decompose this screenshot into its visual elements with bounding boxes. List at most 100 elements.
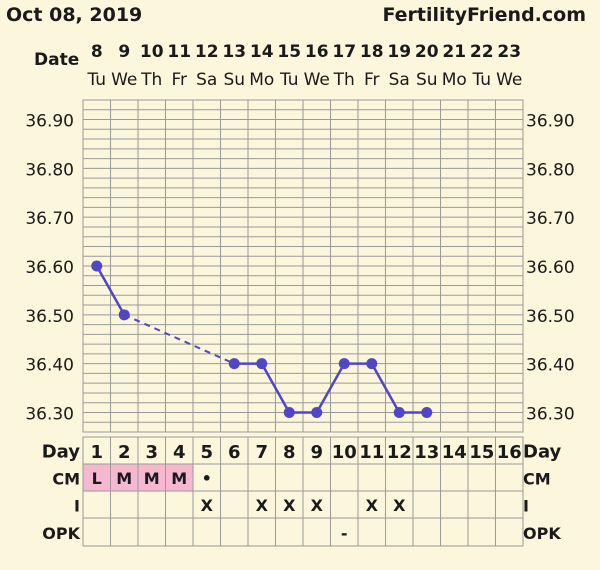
- y-tick-label-left: 36.80: [25, 160, 74, 180]
- temperature-dashed-segment: [123, 313, 235, 365]
- temperature-point: [118, 309, 130, 321]
- cm-highlight-cell: [110, 464, 138, 491]
- date-label: 9: [118, 42, 130, 62]
- temperature-segment: [260, 363, 291, 414]
- cm-row-label-left: CM: [52, 470, 80, 489]
- cycle-day: 6: [228, 442, 241, 463]
- weekday-label: Mo: [442, 70, 467, 90]
- temperature-point: [311, 406, 323, 418]
- y-tick-label-right: 36.30: [526, 404, 575, 424]
- cycle-day: 8: [283, 442, 296, 463]
- y-tick-label-left: 36.30: [25, 404, 74, 424]
- date-label: 15: [277, 42, 301, 62]
- date-label: 13: [222, 42, 246, 62]
- date-label: 21: [442, 42, 466, 62]
- cycle-day: 13: [414, 442, 439, 463]
- weekday-label: Su: [416, 70, 438, 90]
- temperature-point: [366, 358, 378, 370]
- date-label: 11: [167, 42, 191, 62]
- y-tick-label-right: 36.60: [526, 258, 575, 278]
- cycle-day: 9: [310, 442, 323, 463]
- date-label: 19: [387, 42, 411, 62]
- chart-date: Oct 08, 2019: [6, 4, 143, 26]
- weekday-label: Th: [140, 70, 162, 90]
- cm-highlight-cell: [138, 464, 166, 491]
- date-label: 17: [332, 42, 356, 62]
- cycle-day: 15: [469, 442, 494, 463]
- intercourse-mark: X: [201, 496, 214, 515]
- y-tick-label-left: 36.60: [25, 258, 74, 278]
- date-label: 20: [415, 42, 439, 62]
- weekday-label: Sa: [389, 70, 410, 90]
- intercourse-row-label-left: I: [74, 497, 80, 516]
- cycle-day: 10: [332, 442, 357, 463]
- temperature-segment: [95, 265, 126, 316]
- temperature-segment: [370, 363, 401, 414]
- cycle-day: 1: [90, 442, 103, 463]
- intercourse-mark: X: [283, 496, 296, 515]
- y-tick-label-left: 36.70: [25, 209, 74, 229]
- cm-value: M: [144, 469, 160, 488]
- intercourse-mark: X: [366, 496, 379, 515]
- y-tick-label-right: 36.80: [526, 160, 575, 180]
- temperature-point: [256, 358, 268, 370]
- cm-row-label-right: CM: [523, 470, 551, 489]
- cycle-day: 11: [359, 442, 384, 463]
- weekday-label: Fr: [364, 70, 380, 90]
- y-tick-label-left: 36.50: [25, 307, 74, 327]
- y-tick-label-right: 36.40: [526, 356, 575, 376]
- cm-highlight-cell: [165, 464, 193, 491]
- cm-value: M: [171, 469, 187, 488]
- cycle-day: 7: [255, 442, 268, 463]
- temperature-point: [283, 406, 295, 418]
- intercourse-row-label-right: I: [523, 497, 529, 516]
- date-label: 14: [250, 42, 274, 62]
- opk-value: -: [341, 524, 348, 543]
- cycle-day: 3: [145, 442, 158, 463]
- weekday-label: Fr: [171, 70, 187, 90]
- day-row-label-left: Day: [42, 442, 81, 463]
- cycle-day: 2: [118, 442, 131, 463]
- weekday-label: Sa: [196, 70, 217, 90]
- date-label: 10: [140, 42, 164, 62]
- date-label: 18: [360, 42, 384, 62]
- weekday-label: Su: [223, 70, 245, 90]
- cm-value: •: [202, 469, 212, 488]
- temperature-point: [338, 358, 350, 370]
- cycle-day: 5: [200, 442, 213, 463]
- weekday-label: Mo: [249, 70, 274, 90]
- cm-value: M: [116, 469, 132, 488]
- y-tick-label-right: 36.90: [526, 112, 575, 132]
- date-label: 22: [470, 42, 494, 62]
- weekday-label: We: [496, 70, 522, 90]
- temperature-segment: [315, 363, 346, 414]
- weekday-label: Tu: [471, 70, 491, 90]
- y-tick-label-left: 36.90: [25, 112, 74, 132]
- cm-value: L: [92, 469, 102, 488]
- date-label: 12: [195, 42, 219, 62]
- y-tick-label-left: 36.40: [25, 356, 74, 376]
- temperature-point: [421, 406, 433, 418]
- weekday-label: We: [304, 70, 330, 90]
- cycle-day: 16: [497, 442, 522, 463]
- date-label: 23: [497, 42, 521, 62]
- date-label: 16: [305, 42, 329, 62]
- y-tick-label-right: 36.50: [526, 307, 575, 327]
- site-name: FertilityFriend.com: [382, 4, 586, 26]
- temperature-point: [393, 406, 405, 418]
- intercourse-mark: X: [256, 496, 269, 515]
- weekday-label: Th: [333, 70, 355, 90]
- weekday-label: Tu: [86, 70, 106, 90]
- intercourse-mark: X: [393, 496, 406, 515]
- cycle-day: 12: [387, 442, 412, 463]
- intercourse-mark: X: [311, 496, 324, 515]
- day-row-label-right: Day: [523, 442, 562, 463]
- y-tick-label-right: 36.70: [526, 209, 575, 229]
- cycle-day: 14: [442, 442, 467, 463]
- cm-highlight-cell: [83, 464, 111, 491]
- date-label: 8: [91, 42, 103, 62]
- opk-row-label-left: OPK: [42, 524, 80, 543]
- weekday-label: We: [111, 70, 137, 90]
